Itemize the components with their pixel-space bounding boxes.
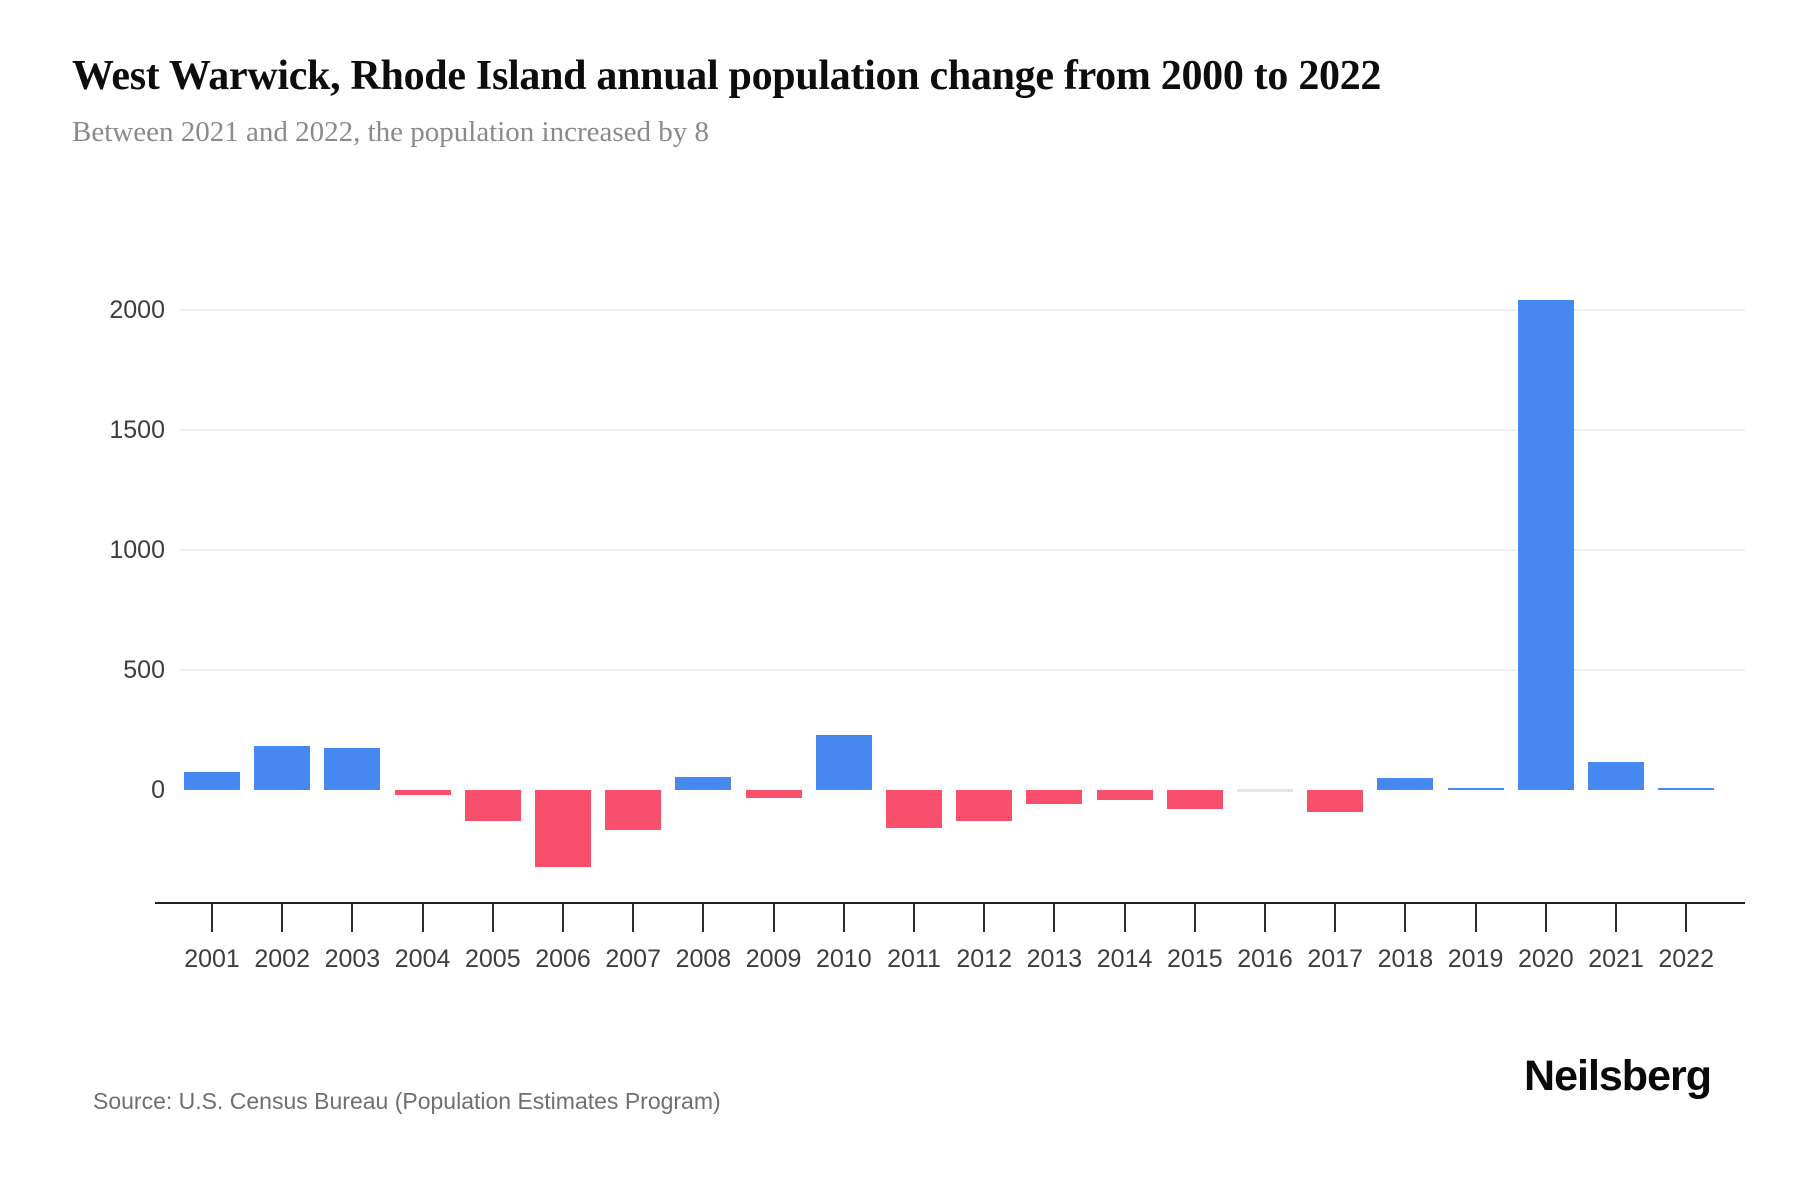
bar-2019[interactable] <box>1447 788 1504 790</box>
x-axis-tick-2009 <box>772 904 775 932</box>
bar-2014[interactable] <box>1096 790 1153 800</box>
bar-2008[interactable] <box>675 776 732 790</box>
y-axis-label-0: 0 <box>151 776 165 804</box>
bar-2020[interactable] <box>1517 300 1574 790</box>
gridline-2000 <box>180 309 1745 311</box>
gridline-1000 <box>180 549 1745 551</box>
x-axis-label-2017: 2017 <box>1307 945 1363 973</box>
x-axis-label-2006: 2006 <box>535 945 591 973</box>
x-axis-label-2010: 2010 <box>815 945 872 973</box>
bar-2003[interactable] <box>324 748 381 790</box>
x-axis-tick-2021 <box>1615 904 1617 932</box>
gridline-1500 <box>180 429 1745 431</box>
bar-2006[interactable] <box>535 790 591 867</box>
x-axis-label-2012: 2012 <box>956 945 1012 973</box>
x-axis-label-2015: 2015 <box>1166 945 1223 973</box>
gridline-500 <box>180 669 1745 671</box>
bar-2001[interactable] <box>184 772 240 790</box>
bar-2018[interactable] <box>1377 778 1434 790</box>
x-axis-label-2003: 2003 <box>324 945 381 973</box>
x-axis-tick-2014 <box>1123 904 1126 932</box>
bar-2002[interactable] <box>254 745 311 790</box>
x-axis-label-2019: 2019 <box>1447 945 1504 973</box>
x-axis-label-2021: 2021 <box>1588 945 1644 973</box>
x-axis-label-2002: 2002 <box>254 945 310 973</box>
x-axis-label-2007: 2007 <box>605 945 661 973</box>
x-axis-tick-2017 <box>1334 904 1337 932</box>
x-axis-tick-2020 <box>1544 904 1547 932</box>
bar-2017[interactable] <box>1307 790 1364 812</box>
brand-logo: Neilsberg <box>1524 1052 1712 1100</box>
x-axis-label-2001: 2001 <box>184 945 240 973</box>
x-axis-label-2004: 2004 <box>394 945 451 973</box>
x-axis-tick-2016 <box>1264 904 1266 932</box>
source-note: Source: U.S. Census Bureau (Population E… <box>93 1088 721 1114</box>
x-axis-line <box>155 902 1745 904</box>
x-axis-label-2011: 2011 <box>887 945 941 973</box>
x-axis-label-2013: 2013 <box>1026 945 1083 973</box>
bar-2007[interactable] <box>605 790 662 830</box>
y-axis-label-2000: 2000 <box>109 296 165 324</box>
x-axis-tick-2002 <box>281 904 284 932</box>
x-axis-tick-2012 <box>983 904 986 932</box>
x-axis-label-2008: 2008 <box>675 945 732 973</box>
x-axis-tick-2004 <box>421 904 424 932</box>
bar-2011[interactable] <box>886 790 942 829</box>
x-axis-tick-2003 <box>351 904 354 932</box>
x-axis-tick-2006 <box>562 904 564 932</box>
bar-2022[interactable] <box>1658 788 1715 790</box>
x-axis-label-2018: 2018 <box>1377 945 1434 973</box>
x-axis-tick-2022 <box>1685 904 1688 932</box>
x-axis-tick-2010 <box>842 904 845 932</box>
page-subtitle: Between 2021 and 2022, the population in… <box>72 116 710 148</box>
x-axis-tick-2005 <box>491 904 494 932</box>
population-change-bar-chart: 0 500 1000 1500 2000 2001 2002 2003 2004 2005 2006… <box>0 250 1800 980</box>
bar-2021[interactable] <box>1588 762 1644 790</box>
x-axis-label-2020: 2020 <box>1517 945 1574 973</box>
page-title: West Warwick, Rhode Island annual popula… <box>72 53 1382 99</box>
bar-2005[interactable] <box>464 790 521 822</box>
x-axis-label-2005: 2005 <box>464 945 521 973</box>
x-axis-label-2014: 2014 <box>1096 945 1153 973</box>
x-axis-tick-2008 <box>702 904 705 932</box>
x-axis-tick-2007 <box>632 904 635 932</box>
y-axis-label-500: 500 <box>123 656 165 684</box>
bar-2012[interactable] <box>956 790 1013 822</box>
x-axis-label-2022: 2022 <box>1658 945 1714 973</box>
bar-2004[interactable] <box>394 790 451 795</box>
x-axis-tick-2013 <box>1053 904 1056 932</box>
bar-2013[interactable] <box>1026 790 1083 805</box>
bar-2016[interactable] <box>1237 789 1293 792</box>
x-axis-tick-2018 <box>1404 904 1407 932</box>
y-axis-label-1000: 1000 <box>109 536 165 564</box>
x-axis-label-2016: 2016 <box>1237 945 1293 973</box>
x-axis-tick-2015 <box>1193 904 1196 932</box>
bar-2015[interactable] <box>1166 790 1223 810</box>
x-axis-label-2009: 2009 <box>745 945 802 973</box>
x-axis-tick-2019 <box>1474 904 1477 932</box>
bar-2010[interactable] <box>815 734 872 790</box>
x-axis-tick-2011 <box>913 904 915 932</box>
bar-2009[interactable] <box>745 790 802 799</box>
y-axis-label-1500: 1500 <box>109 416 165 444</box>
x-axis-tick-2001 <box>211 904 213 932</box>
